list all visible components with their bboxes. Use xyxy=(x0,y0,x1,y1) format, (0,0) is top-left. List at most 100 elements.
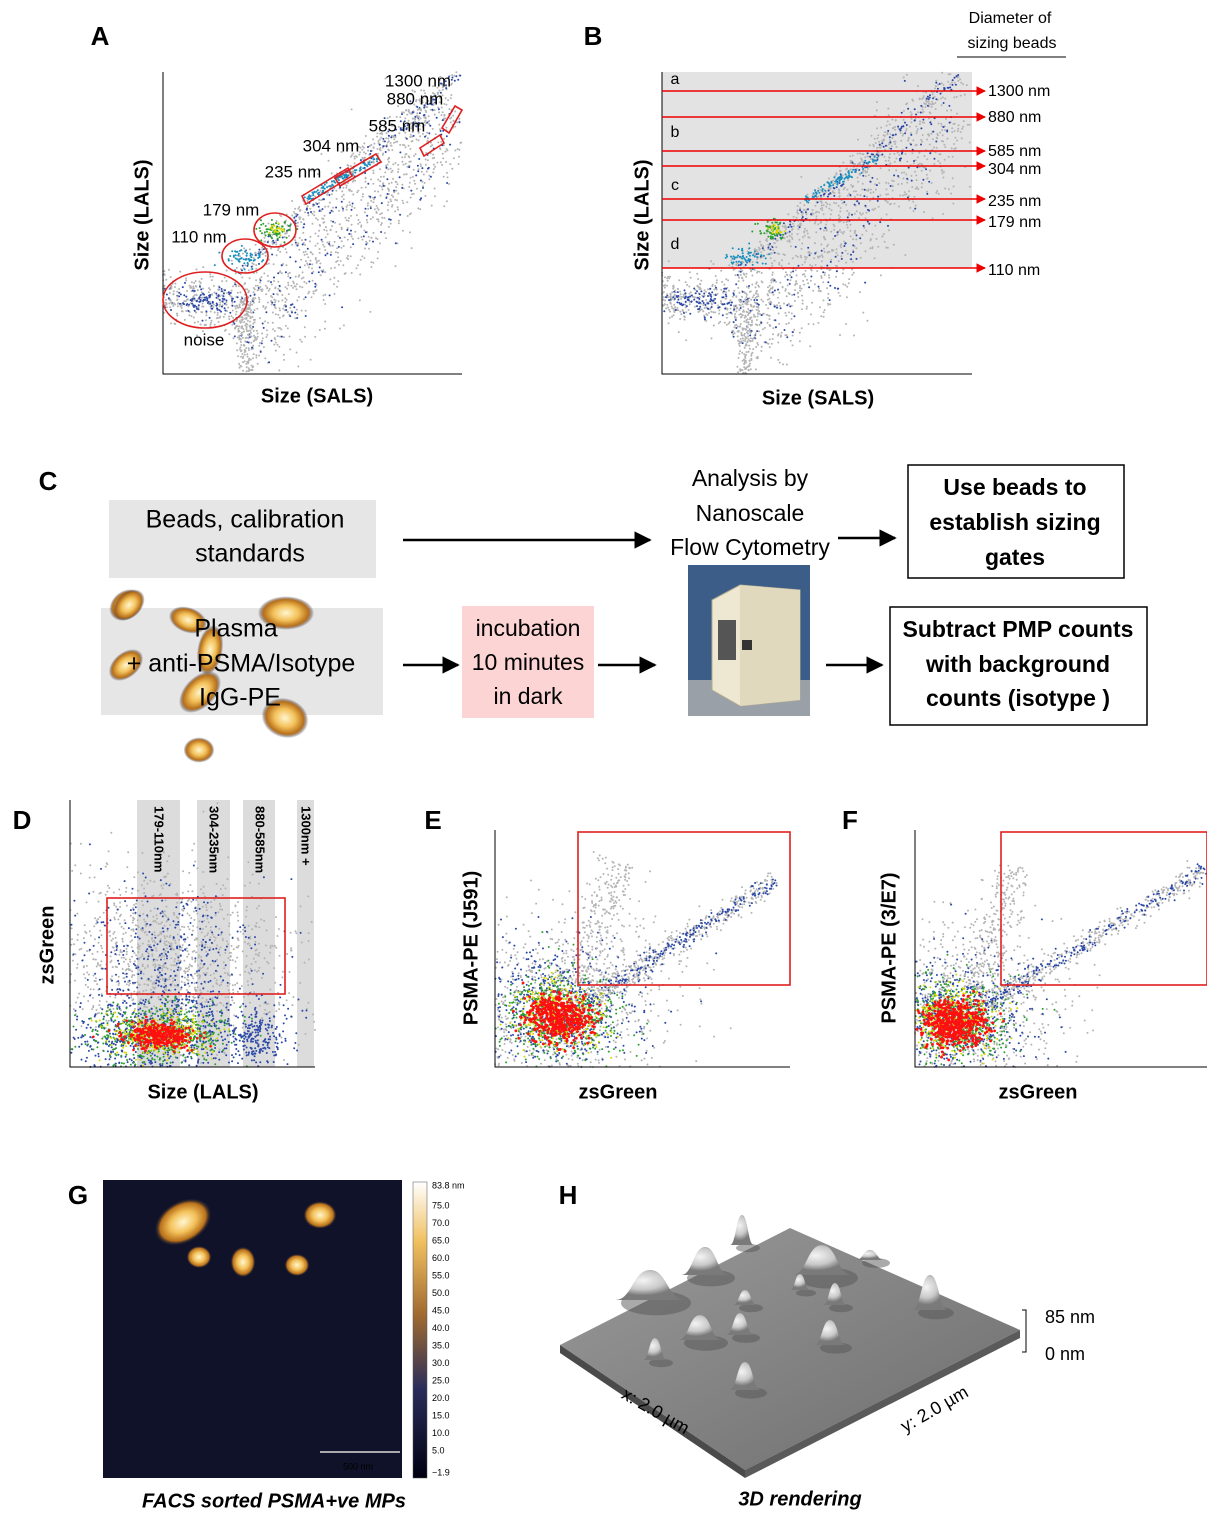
dot xyxy=(923,102,926,105)
dot xyxy=(442,144,445,147)
dot xyxy=(403,125,406,128)
dot xyxy=(419,117,422,120)
dot xyxy=(267,233,270,236)
dot xyxy=(835,172,838,174)
dot xyxy=(273,330,276,332)
dot xyxy=(933,162,936,165)
dot xyxy=(756,293,759,296)
dot xyxy=(705,313,708,316)
dot xyxy=(891,189,894,192)
dot xyxy=(788,234,791,237)
dot xyxy=(829,303,832,306)
dot xyxy=(605,936,608,939)
dot xyxy=(643,1057,646,1060)
dot xyxy=(377,139,380,142)
dot xyxy=(423,116,426,119)
dot xyxy=(334,251,337,254)
dot xyxy=(743,363,746,365)
dot xyxy=(792,270,795,273)
dot xyxy=(203,296,206,299)
dot xyxy=(372,196,375,199)
dot xyxy=(859,152,862,155)
dot xyxy=(702,304,705,306)
dot xyxy=(282,314,285,317)
dot xyxy=(238,249,241,252)
dot xyxy=(822,299,825,302)
dot xyxy=(310,251,313,254)
dot xyxy=(318,248,321,250)
dot xyxy=(293,211,295,213)
dot xyxy=(364,163,366,166)
dot xyxy=(431,144,434,147)
dot xyxy=(254,284,257,287)
dot xyxy=(620,1031,623,1034)
dot xyxy=(950,147,953,150)
dot xyxy=(239,257,242,260)
dot xyxy=(246,319,249,322)
dot xyxy=(811,195,814,198)
dot xyxy=(233,322,236,325)
dot xyxy=(790,312,793,315)
dot xyxy=(745,321,748,324)
dot xyxy=(424,163,427,166)
dot xyxy=(851,260,854,263)
dot xyxy=(382,184,385,187)
dot xyxy=(409,176,412,179)
dot xyxy=(710,310,713,313)
dot xyxy=(302,218,305,221)
dot xyxy=(704,318,706,321)
dot xyxy=(334,221,337,224)
dot xyxy=(874,142,877,144)
dot xyxy=(743,366,746,369)
dot xyxy=(291,214,294,217)
dot xyxy=(857,138,859,141)
dot xyxy=(814,204,817,207)
dot xyxy=(809,279,812,282)
dot xyxy=(286,287,289,290)
dot xyxy=(740,299,743,302)
dot xyxy=(802,208,805,211)
dot xyxy=(411,131,414,133)
dot xyxy=(405,173,408,176)
dot xyxy=(413,123,415,126)
dot xyxy=(864,217,867,220)
dot xyxy=(307,211,310,214)
dot xyxy=(249,329,252,332)
dot xyxy=(414,115,417,118)
dot xyxy=(939,162,942,165)
dot xyxy=(421,101,424,104)
dot xyxy=(934,85,937,88)
dot xyxy=(849,168,852,171)
dot xyxy=(733,326,736,329)
dot xyxy=(863,161,866,164)
dot xyxy=(331,183,334,186)
dot xyxy=(856,152,859,155)
dot xyxy=(260,290,263,293)
dot xyxy=(352,152,355,155)
dot xyxy=(835,248,838,251)
dot xyxy=(753,334,756,337)
dot xyxy=(823,229,825,232)
dot xyxy=(282,263,285,265)
dot xyxy=(385,237,387,240)
dot xyxy=(452,114,455,117)
dot xyxy=(331,189,334,192)
dot xyxy=(525,969,528,972)
dot xyxy=(267,280,270,282)
dot xyxy=(781,225,784,228)
dot xyxy=(260,223,263,226)
dot xyxy=(328,241,331,243)
dot xyxy=(232,316,235,319)
dot xyxy=(245,254,248,257)
dot xyxy=(178,288,181,290)
dot xyxy=(176,298,179,301)
dot xyxy=(209,288,212,291)
dot xyxy=(929,152,932,155)
dot xyxy=(889,139,891,142)
dot xyxy=(251,303,254,306)
dot xyxy=(216,311,219,314)
dot xyxy=(892,180,895,183)
dot xyxy=(304,250,307,253)
dot xyxy=(914,207,917,210)
dot xyxy=(262,259,265,262)
